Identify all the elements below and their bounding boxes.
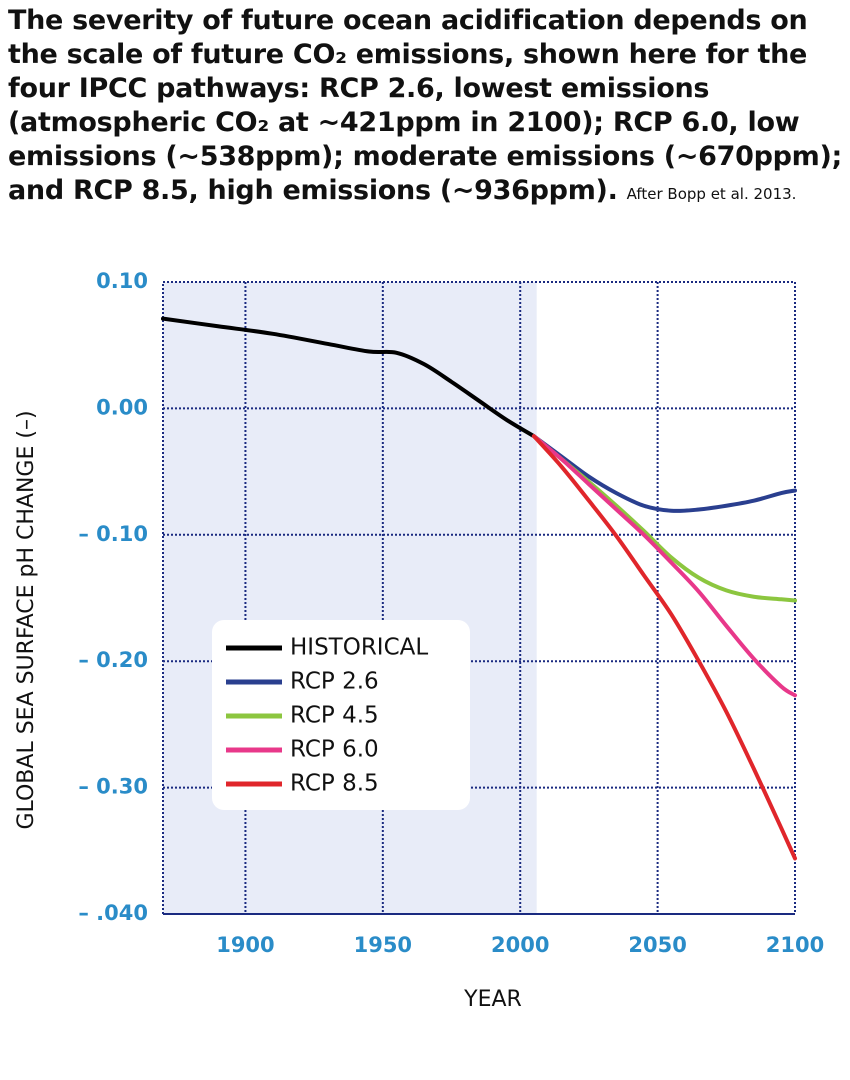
y-axis-label: GLOBAL SEA SURFACE pH CHANGE (–): [14, 410, 39, 829]
y-tick-label: – .040: [78, 901, 148, 925]
legend-label: RCP 4.5: [290, 703, 379, 729]
x-tick-label: 1900: [216, 933, 274, 957]
legend-label: RCP 8.5: [290, 771, 379, 797]
y-tick-label: – 0.30: [78, 775, 148, 799]
series-line: [161, 316, 536, 439]
x-axis-label: YEAR: [463, 987, 522, 1012]
legend-box: [212, 620, 470, 810]
y-tick-label: 0.00: [96, 395, 148, 419]
legend-label: RCP 6.0: [290, 737, 379, 763]
chart-title: The severity of future ocean acidificati…: [8, 5, 843, 206]
y-tick-label: 0.10: [96, 269, 148, 293]
x-tick-label: 2050: [628, 933, 686, 957]
series-line: [531, 434, 797, 698]
x-tick-label: 2000: [491, 933, 549, 957]
series-line: [531, 434, 797, 513]
legend-label: HISTORICAL: [290, 635, 428, 661]
title-block: The severity of future ocean acidificati…: [8, 4, 850, 211]
source: After Bopp et al. 2013.: [626, 185, 797, 203]
legend: HISTORICAL RCP 2.6 RCP 4.5 RCP 6.0 RCP 8.5: [212, 620, 470, 810]
x-tick-label: 1950: [354, 933, 412, 957]
series-line: [531, 434, 797, 603]
y-tick-label: – 0.20: [78, 648, 148, 672]
legend-label: RCP 2.6: [290, 669, 379, 695]
y-tick-label: – 0.10: [78, 522, 148, 546]
series-line: [531, 434, 797, 861]
historical-shade: [163, 282, 537, 914]
plot-border: [162, 281, 796, 915]
x-tick-label: 2100: [766, 933, 824, 957]
